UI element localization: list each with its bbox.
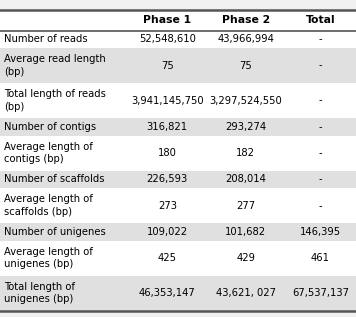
Bar [0,48,356,83]
Text: 180: 180 [158,148,177,158]
Text: Number of unigenes: Number of unigenes [4,227,106,237]
Text: 208,014: 208,014 [225,174,266,184]
Text: -: - [319,148,322,158]
Text: -: - [319,34,322,44]
Text: 67,537,137: 67,537,137 [292,288,349,298]
Text: 43,966,994: 43,966,994 [217,34,274,44]
Text: 52,548,610: 52,548,610 [139,34,196,44]
Text: 226,593: 226,593 [147,174,188,184]
Bar [0,171,356,188]
Bar [0,241,356,276]
Text: 277: 277 [236,201,255,210]
Text: Number of reads: Number of reads [4,34,88,44]
Bar [0,10,356,30]
Text: Total length of reads
(bp): Total length of reads (bp) [4,89,106,112]
Text: Average read length
(bp): Average read length (bp) [4,54,106,77]
Text: 46,353,147: 46,353,147 [139,288,196,298]
Text: 182: 182 [236,148,255,158]
Text: 75: 75 [161,61,174,71]
Text: 293,274: 293,274 [225,122,266,132]
Text: Average length of
unigenes (bp): Average length of unigenes (bp) [4,247,93,269]
Text: 3,941,145,750: 3,941,145,750 [131,95,204,106]
Text: 101,682: 101,682 [225,227,266,237]
Text: Total: Total [305,15,335,25]
Text: Number of scaffolds: Number of scaffolds [4,174,105,184]
Text: -: - [319,201,322,210]
Text: Number of contigs: Number of contigs [4,122,96,132]
Text: 109,022: 109,022 [147,227,188,237]
Text: 429: 429 [236,253,255,263]
Text: -: - [319,122,322,132]
Text: -: - [319,61,322,71]
Text: -: - [319,95,322,106]
Text: Phase 1: Phase 1 [143,15,192,25]
Text: 75: 75 [239,61,252,71]
Text: -: - [319,174,322,184]
Text: 461: 461 [311,253,330,263]
Bar [0,276,356,311]
Text: 43,621, 027: 43,621, 027 [216,288,276,298]
Bar [0,136,356,171]
Text: 425: 425 [158,253,177,263]
Bar [0,30,356,48]
Bar [0,83,356,118]
Bar [0,118,356,136]
Text: Average length of
contigs (bp): Average length of contigs (bp) [4,142,93,164]
Text: 273: 273 [158,201,177,210]
Text: Phase 2: Phase 2 [221,15,270,25]
Bar [0,223,356,241]
Bar [0,188,356,223]
Text: 3,297,524,550: 3,297,524,550 [209,95,282,106]
Text: 316,821: 316,821 [147,122,188,132]
Text: 146,395: 146,395 [300,227,341,237]
Text: Average length of
scaffolds (bp): Average length of scaffolds (bp) [4,194,93,217]
Text: Total length of
unigenes (bp): Total length of unigenes (bp) [4,282,75,304]
